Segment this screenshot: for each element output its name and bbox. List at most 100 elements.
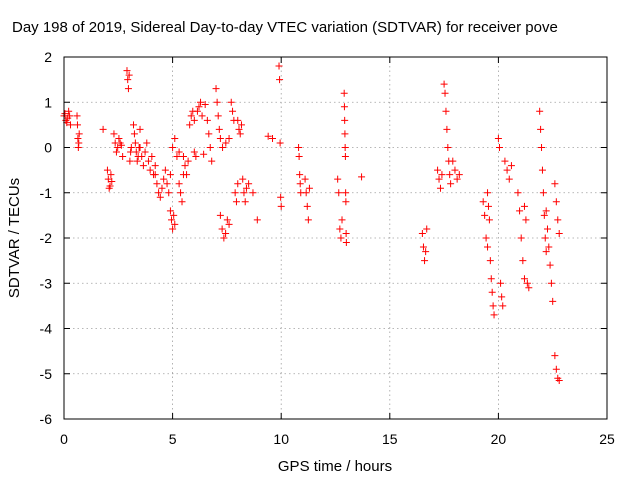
data-point-plus <box>542 248 550 256</box>
data-point-plus <box>419 243 427 251</box>
data-point-plus <box>119 153 127 161</box>
data-point-plus <box>74 134 82 142</box>
data-point-plus <box>161 166 169 174</box>
y-tick-labels: -6 -5 -4 -3 -2 -1 0 1 2 <box>40 49 53 427</box>
data-point-plus <box>554 216 562 224</box>
data-point-plus <box>505 175 513 183</box>
data-point-plus <box>131 139 139 147</box>
data-point-plus <box>435 175 443 183</box>
data-point-plus <box>342 189 350 197</box>
data-point-plus <box>519 257 527 265</box>
data-point-plus <box>117 141 125 149</box>
data-point-plus <box>216 134 224 142</box>
x-tick-label: 10 <box>273 431 289 447</box>
data-point-plus <box>165 189 173 197</box>
data-point-plus <box>523 279 531 287</box>
data-point-plus <box>133 157 141 165</box>
data-point-plus <box>443 125 451 133</box>
data-point-plus <box>449 157 457 165</box>
data-point-plus <box>132 148 140 156</box>
data-point-plus <box>241 198 249 206</box>
data-point-plus <box>337 234 345 242</box>
data-point-plus <box>201 101 209 109</box>
data-point-plus <box>151 162 159 170</box>
data-point-plus <box>501 157 509 165</box>
data-point-plus <box>75 130 83 138</box>
data-point-plus <box>222 139 230 147</box>
data-point-plus <box>253 216 261 224</box>
data-point-plus <box>249 189 257 197</box>
data-point-plus <box>444 144 452 151</box>
data-point-plus <box>153 180 161 188</box>
data-point-plus <box>236 130 244 138</box>
data-point-plus <box>495 144 503 151</box>
y-tick-label: -5 <box>40 366 53 382</box>
data-point-plus <box>276 139 284 147</box>
data-point-plus <box>151 171 159 179</box>
data-point-plus <box>112 148 120 156</box>
data-point-plus <box>99 125 107 133</box>
data-point-plus <box>175 148 183 156</box>
data-point-plus <box>219 144 227 151</box>
data-point-plus <box>108 177 116 185</box>
data-point-plus <box>61 110 69 118</box>
data-point-plus <box>237 121 245 129</box>
data-point-plus <box>436 184 444 192</box>
data-point-plus <box>190 116 198 124</box>
y-tick-label: 0 <box>44 140 52 156</box>
data-point-plus <box>242 184 250 192</box>
data-point-plus <box>168 216 176 224</box>
data-point-plus <box>75 139 83 147</box>
data-point-plus <box>215 125 223 133</box>
data-point-plus <box>295 144 303 151</box>
x-tick-label: 20 <box>491 431 507 447</box>
data-point-plus <box>342 229 350 237</box>
data-point-plus <box>517 234 525 242</box>
data-point-plus <box>296 180 304 188</box>
data-point-plus <box>184 157 192 165</box>
data-point-plus <box>334 175 342 183</box>
data-point-plus <box>499 302 507 310</box>
data-point-plus <box>166 207 174 215</box>
data-point-plus <box>276 76 284 84</box>
data-point-plus <box>340 89 348 97</box>
x-axis-title: GPS time / hours <box>278 458 392 475</box>
data-point-plus <box>418 229 426 237</box>
data-point-plus <box>166 171 174 179</box>
data-point-plus <box>139 162 147 170</box>
data-point-plus <box>124 76 132 84</box>
data-point-plus <box>144 157 152 165</box>
data-point-plus <box>507 162 515 170</box>
data-point-plus <box>552 198 560 206</box>
y-tick-label: 1 <box>44 94 52 110</box>
data-point-plus <box>115 134 123 142</box>
data-point-plus <box>187 112 195 120</box>
data-point-plus <box>485 216 493 224</box>
x-tick-label: 25 <box>599 431 615 447</box>
data-point-plus <box>66 112 74 120</box>
data-point-plus <box>555 229 563 237</box>
data-point-plus <box>200 150 208 158</box>
data-point-plus <box>442 107 450 115</box>
data-point-plus <box>212 85 220 93</box>
data-point-plus <box>124 85 132 93</box>
data-point-plus <box>538 166 546 174</box>
data-point-plus <box>455 171 463 179</box>
data-point-plus <box>234 116 242 124</box>
data-point-plus <box>178 198 186 206</box>
data-point-plus <box>177 189 185 197</box>
data-point-plus <box>107 171 115 179</box>
data-point-plus <box>146 166 154 174</box>
data-point-plus <box>296 171 304 179</box>
data-point-plus <box>543 225 551 233</box>
data-point-plus <box>227 98 235 106</box>
y-tick-label: -1 <box>40 185 53 201</box>
data-point-plus <box>225 134 233 142</box>
data-point-plus <box>545 243 553 251</box>
data-point-plus <box>546 261 554 269</box>
x-tick-label: 5 <box>169 431 177 447</box>
data-point-plus <box>497 279 505 287</box>
data-point-plus <box>73 121 81 129</box>
data-point-plus <box>160 175 168 183</box>
axis-ticks <box>63 56 608 420</box>
